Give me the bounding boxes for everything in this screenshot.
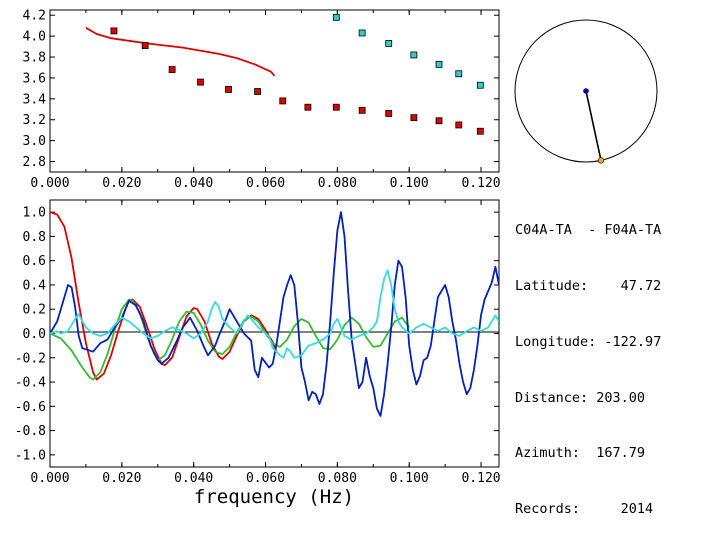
azimuth-label: Azimuth: (515, 445, 581, 462)
dispersion-ytick-label: 4.2 (23, 9, 46, 24)
distance-value: 203.00 (596, 389, 646, 406)
dispersion-xtick-label: 0.040 (174, 176, 213, 191)
dispersion-marker-point (168, 66, 176, 73)
dispersion-series-line-0 (85, 27, 276, 77)
dispersion-frame (49, 9, 500, 173)
correlation-xtick-label: 0.120 (461, 471, 500, 486)
dispersion-xtick-label: 0.120 (461, 176, 500, 191)
correlation-panel: 0.000 0.020 0.040 0.060 0.080 0.100 0.120 1.0 0.… (15, 199, 501, 508)
azimuth-value: 167.79 (596, 445, 646, 462)
correlation-ytick-label: 0.0 (23, 327, 46, 342)
dispersion-ytick-label: 3.8 (23, 51, 46, 66)
dispersion-marker-point (332, 13, 340, 21)
map-circle (514, 19, 658, 163)
dispersion-panel: 0.000 0.020 0.040 0.060 0.080 0.100 0.120 2.8 3.… (23, 9, 501, 191)
station-pair: C04A-TA - F04A-TA (515, 222, 662, 239)
dispersion-marker-point (476, 127, 484, 135)
correlation-xtick-label: 0.080 (318, 471, 357, 486)
dispersion-marker-point (455, 121, 463, 129)
correlation-xtick-label: 0.100 (390, 471, 429, 486)
dispersion-marker-point (304, 103, 312, 111)
dispersion-marker-point (410, 114, 418, 122)
dispersion-marker-point (225, 86, 232, 93)
dispersion-marker-point (410, 51, 418, 59)
longitude-row: Longitude: -122.97 (515, 333, 661, 352)
correlation-xtick-label: 0.000 (30, 471, 69, 486)
dispersion-xtick-label: 0.100 (390, 176, 429, 191)
dispersion-marker-point (254, 88, 262, 95)
dispersion-marker-point (110, 27, 118, 35)
dispersion-xtick-label: 0.000 (30, 176, 69, 191)
dispersion-marker-point (385, 110, 393, 117)
records-label: Records: (515, 501, 581, 518)
records-value: 2014 (620, 501, 654, 518)
correlation-xtick-label: 0.060 (246, 471, 285, 486)
correlation-ytick-label: 0.6 (23, 254, 46, 269)
station-info: C04A-TA - F04A-TA Latitude: 47.72 Longit… (515, 184, 661, 537)
dispersion-marker-point (455, 70, 463, 78)
dispersion-marker-point (332, 103, 340, 111)
figure: 0.000 0.020 0.040 0.060 0.080 0.100 0.120 2.8 3.… (15, 9, 658, 508)
dispersion-ytick-label: 3.0 (23, 134, 46, 149)
dispersion-xtick-label: 0.060 (246, 176, 285, 191)
map-inset (514, 19, 658, 164)
azimuth-row: Azimuth: 167.79 (515, 444, 661, 463)
correlation-ytick-label: 0.8 (23, 230, 46, 245)
dispersion-xtick-label: 0.020 (102, 176, 141, 191)
correlation-xtick-label: 0.040 (174, 471, 213, 486)
center-station-marker (583, 88, 589, 94)
correlation-ytick-label: 1.0 (23, 206, 46, 221)
correlation-frame (49, 199, 500, 468)
correlation-ytick-label: -0.4 (15, 376, 46, 391)
correlation-ytick-label: 0.2 (23, 303, 46, 318)
correlation-ytick-label: -0.2 (15, 351, 46, 366)
dispersion-ytick-label: 4.0 (23, 30, 46, 45)
dispersion-marker-point (476, 81, 484, 89)
dispersion-marker-point (279, 97, 287, 105)
dispersion-marker-point (197, 78, 204, 86)
far-station-marker (597, 157, 605, 164)
records-row: Records: 2014 (515, 500, 661, 519)
x-axis-label: frequency (Hz) (194, 486, 354, 508)
dispersion-marker-point (385, 40, 393, 47)
dispersion-ytick-label: 3.4 (23, 92, 47, 107)
dispersion-marker-point (141, 42, 149, 49)
longitude-value: -122.97 (604, 333, 662, 350)
correlation-series-line-0 (50, 211, 278, 381)
dispersion-marker-point (435, 60, 443, 68)
longitude-label: Longitude: (515, 333, 597, 350)
correlation-xtick-label: 0.020 (102, 471, 141, 486)
correlation-ytick-label: -0.6 (15, 400, 46, 415)
dispersion-ytick-label: 2.8 (23, 155, 46, 170)
correlation-series-line-2 (50, 211, 499, 417)
correlation-ytick-label: -0.8 (15, 424, 46, 439)
distance-row: Distance: 203.00 (515, 389, 661, 408)
azimuth-line (585, 90, 602, 161)
latitude-value: 47.72 (620, 277, 662, 294)
dispersion-xtick-label: 0.080 (318, 176, 357, 191)
dispersion-ytick-label: 3.2 (23, 113, 46, 128)
latitude-label: Latitude: (515, 277, 589, 294)
distance-label: Distance: (515, 389, 589, 406)
dispersion-marker-point (358, 29, 366, 37)
correlation-ytick-label: 0.4 (23, 278, 47, 293)
correlation-series-line-3 (50, 269, 499, 359)
dispersion-marker-point (358, 106, 366, 114)
latitude-row: Latitude: 47.72 (515, 277, 661, 296)
correlation-ytick-label: -1.0 (15, 448, 46, 463)
dispersion-marker-point (435, 117, 443, 125)
dispersion-ytick-label: 3.6 (23, 71, 46, 86)
